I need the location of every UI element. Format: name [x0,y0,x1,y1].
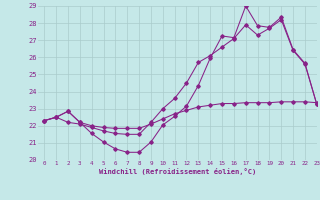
X-axis label: Windchill (Refroidissement éolien,°C): Windchill (Refroidissement éolien,°C) [99,168,256,175]
